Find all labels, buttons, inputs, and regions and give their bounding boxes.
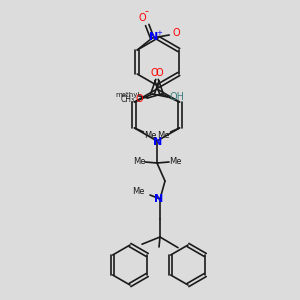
Text: N: N [148, 32, 158, 42]
Text: N: N [154, 194, 164, 204]
Text: Me: Me [144, 131, 157, 140]
Text: methyl: methyl [115, 92, 140, 98]
Text: CH₃: CH₃ [121, 94, 135, 103]
Text: Me: Me [133, 157, 145, 166]
Text: -: - [144, 6, 148, 16]
Text: Me: Me [157, 131, 170, 140]
Text: N: N [153, 137, 163, 147]
Text: O: O [172, 28, 180, 38]
Text: O: O [156, 68, 163, 78]
Text: O: O [151, 68, 158, 78]
Text: Me: Me [132, 187, 144, 196]
Text: O: O [136, 94, 143, 104]
Text: Me: Me [169, 157, 181, 166]
Text: +: + [156, 30, 162, 36]
Text: OH: OH [170, 92, 185, 102]
Text: O: O [138, 13, 146, 23]
